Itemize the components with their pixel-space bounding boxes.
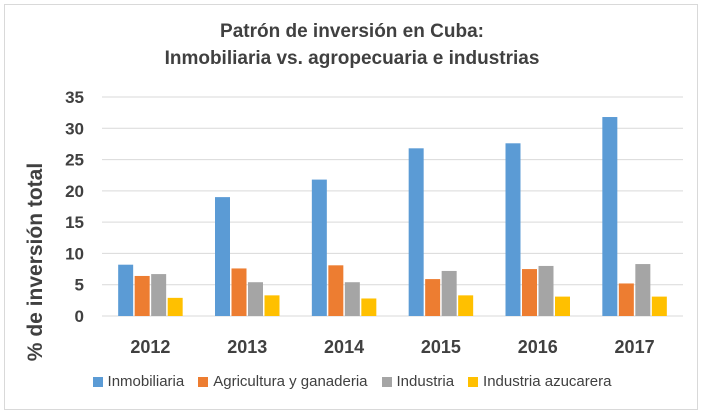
y-tick-label: 10 xyxy=(65,244,84,263)
bar-agricultura-y-ganaderia-2012 xyxy=(134,275,150,316)
x-tick-label: 2014 xyxy=(324,337,364,357)
bar-agricultura-y-ganaderia-2015 xyxy=(425,279,441,316)
y-tick-label: 5 xyxy=(75,276,84,295)
chart-title-line-2: Inmobiliaria vs. agropecuaria e industri… xyxy=(164,48,540,69)
legend-item: Inmobiliaria xyxy=(92,373,185,390)
bar-industria-2014 xyxy=(344,282,360,316)
bar-industria-azucarera-2015 xyxy=(458,295,474,316)
y-tick-label: 35 xyxy=(65,88,84,107)
bar-inmobiliaria-2014 xyxy=(311,179,327,316)
bar-industria-2017 xyxy=(635,264,651,316)
legend-label: Inmobiliaria xyxy=(107,373,185,390)
x-tick-label: 2012 xyxy=(130,337,170,357)
bar-industria-azucarera-2016 xyxy=(555,296,570,316)
x-tick-label: 2017 xyxy=(615,337,655,357)
bar-industria-azucarera-2017 xyxy=(651,296,667,316)
bar-inmobiliaria-2016 xyxy=(505,143,521,316)
bar-industria-2015 xyxy=(441,270,457,316)
legend: Inmobiliaria Agricultura y ganaderia Indus… xyxy=(0,373,704,390)
bar-industria-azucarera-2013 xyxy=(264,295,280,316)
bar-agricultura-y-ganaderia-2017 xyxy=(618,283,634,316)
bar-industria-2012 xyxy=(151,274,167,316)
legend-label: Industria xyxy=(396,373,455,390)
legend-swatch xyxy=(198,376,209,387)
x-tick-label: 2016 xyxy=(518,337,558,357)
legend-item: Industria xyxy=(381,373,455,390)
x-tick-label: 2013 xyxy=(227,337,267,357)
bar-industria-2013 xyxy=(248,282,263,316)
legend-swatch xyxy=(381,376,392,387)
y-tick-label: 15 xyxy=(65,213,84,232)
bar-inmobiliaria-2017 xyxy=(602,117,618,316)
y-tick-label: 0 xyxy=(75,307,84,326)
y-tick-label: 20 xyxy=(65,182,84,201)
chart-title-line-1: Patrón de inversión en Cuba: xyxy=(220,21,484,42)
bar-agricultura-y-ganaderia-2014 xyxy=(328,265,344,316)
chart-frame xyxy=(4,4,698,410)
legend-label: Agricultura y ganaderia xyxy=(213,373,368,390)
bar-inmobiliaria-2015 xyxy=(408,148,424,316)
legend-swatch xyxy=(92,376,103,387)
legend-item: Agricultura y ganaderia xyxy=(198,373,368,390)
bar-agricultura-y-ganaderia-2013 xyxy=(231,268,247,316)
bar-industria-azucarera-2012 xyxy=(167,297,183,316)
bar-industria-2016 xyxy=(538,265,554,316)
y-tick-label: 25 xyxy=(65,151,84,170)
legend-label: Industria azucarera xyxy=(483,373,612,390)
legend-swatch xyxy=(468,376,479,387)
bar-inmobiliaria-2012 xyxy=(118,264,134,316)
y-tick-label: 30 xyxy=(65,119,84,138)
bar-inmobiliaria-2013 xyxy=(215,197,230,316)
legend-item: Industria azucarera xyxy=(468,373,611,390)
bar-agricultura-y-ganaderia-2016 xyxy=(522,269,537,316)
chart-title: Patrón de inversión en Cuba: Inmobiliari… xyxy=(0,18,704,72)
x-tick-label: 2015 xyxy=(421,337,461,357)
bar-industria-azucarera-2014 xyxy=(361,298,377,316)
